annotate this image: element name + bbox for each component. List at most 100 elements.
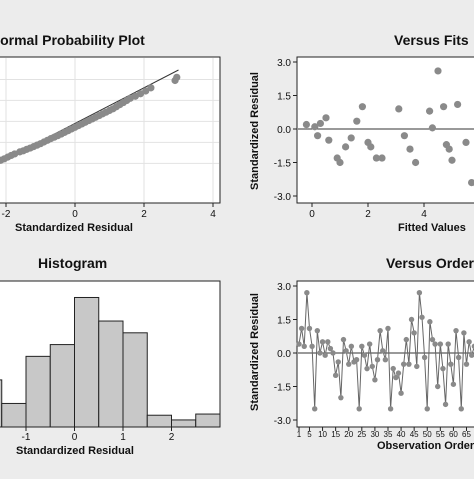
order-point-50 [425,406,430,411]
histogram-bar-8 [147,415,171,427]
histogram-bar-9 [172,420,196,427]
histogram-x-axis-label: Standardized Residual [16,445,134,457]
x-tick-label-1: 1 [297,430,302,439]
x-tick-label-30: 30 [370,430,379,439]
histogram-bar-4 [50,345,74,427]
order-point-40 [398,391,403,396]
order-point-12 [325,339,330,344]
fits-point-23 [434,67,441,74]
order-point-56 [440,366,445,371]
x-tick-label-2: -2 [2,209,11,220]
y-tick-label-3-0: -3.0 [274,192,292,203]
order-point-55 [438,341,443,346]
order-point-34 [383,357,388,362]
order-point-30 [372,377,377,382]
order-point-4 [304,290,309,295]
order-point-65 [464,361,469,366]
fits-point-17 [395,105,402,112]
order-point-39 [396,370,401,375]
x-tick-label-45: 45 [410,430,419,439]
order-point-20 [346,361,351,366]
order-point-26 [362,353,367,358]
fits-point-26 [446,146,453,153]
order-point-42 [404,337,409,342]
histogram-bar-10 [196,414,220,427]
fits-point-1 [303,121,310,128]
order-point-5 [307,326,312,331]
histogram-bar-7 [123,333,147,427]
probability-point-46 [173,74,180,81]
fits-point-14 [367,143,374,150]
histogram-bar-6 [99,321,123,427]
fits-point-4 [317,120,324,127]
order-point-6 [309,344,314,349]
histogram-bar-3 [26,356,50,427]
order-point-14 [330,350,335,355]
versus-order-title: Versus Order [386,255,474,271]
x-tick-label-40: 40 [397,430,406,439]
order-point-51 [427,319,432,324]
y-tick-label-1-5: -1.5 [274,159,292,170]
probability-point-44 [147,84,154,91]
order-point-25 [359,344,364,349]
fits-point-19 [406,146,413,153]
order-point-47 [417,290,422,295]
order-point-49 [422,355,427,360]
x-tick-label-25: 25 [357,430,366,439]
order-point-63 [459,406,464,411]
normal-probability-plot-area [0,57,220,203]
x-tick-label-2: 2 [365,209,371,220]
x-tick-label-20: 20 [344,430,353,439]
versus-fits-y-axis-label: Standardized Residual [249,72,261,190]
fits-point-6 [325,137,332,144]
fits-point-9 [342,143,349,150]
fits-point-10 [348,134,355,141]
order-point-18 [341,337,346,342]
fits-point-16 [378,154,385,161]
order-point-48 [419,315,424,320]
fits-point-18 [401,132,408,139]
y-tick-label-1-5: 1.5 [277,92,291,103]
order-point-36 [388,406,393,411]
order-point-33 [380,348,385,353]
histogram-bar-5 [75,297,99,427]
order-point-7 [312,406,317,411]
order-point-32 [377,328,382,333]
x-tick-label-2: 2 [169,432,175,443]
x-tick-label-1: -1 [22,432,31,443]
fits-point-20 [412,159,419,166]
x-tick-label-0: 0 [72,209,78,220]
versus-fits-plot-area [297,57,474,203]
order-point-66 [466,339,471,344]
x-tick-label-1: 1 [120,432,126,443]
x-tick-label-10: 10 [318,430,327,439]
y-tick-label-0-0: 0.0 [277,349,291,360]
order-point-31 [375,357,380,362]
x-tick-label-4: 4 [421,209,427,220]
order-point-46 [414,364,419,369]
versus-order-x-axis-label: Observation Order [377,440,474,452]
order-point-62 [456,355,461,360]
fits-point-8 [336,159,343,166]
order-point-21 [349,344,354,349]
fits-point-22 [429,124,436,131]
versus-order-y-ticks: 3.01.50.0-1.5-3.0 [274,282,297,427]
order-point-8 [315,328,320,333]
order-point-61 [453,328,458,333]
x-tick-label-2: 2 [141,209,147,220]
y-tick-label-0-0: 0.0 [277,125,291,136]
versus-fits-x-axis-label: Fitted Values [398,222,466,234]
fits-point-28 [454,101,461,108]
order-point-23 [354,357,359,362]
histogram-bar-2 [2,403,26,427]
x-tick-label-35: 35 [384,430,393,439]
order-point-54 [435,384,440,389]
order-point-24 [356,406,361,411]
